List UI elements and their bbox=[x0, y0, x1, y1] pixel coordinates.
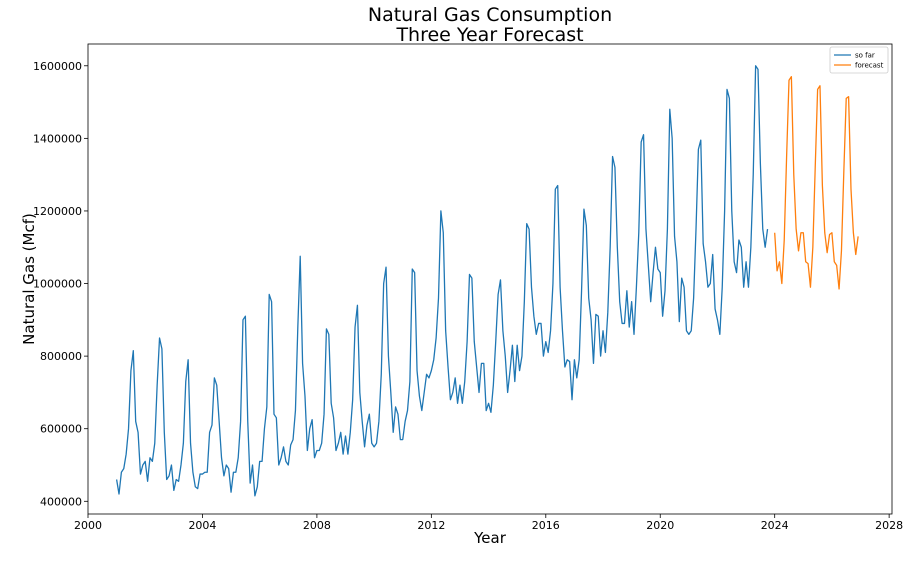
legend: so far forecast bbox=[829, 46, 889, 74]
series-line-so-far bbox=[115, 65, 769, 497]
y-axis: 400000 600000 800000 1000000 1200000 1400000 1… bbox=[33, 60, 88, 508]
series-layer bbox=[115, 65, 859, 497]
x-axis: 2000 2004 2008 2012 2016 2020 2024 2028 bbox=[74, 514, 903, 532]
series-line-forecast bbox=[774, 76, 859, 290]
y-tick-label-1000000: 1000000 bbox=[33, 278, 82, 291]
chart-subtitle: Three Year Forecast bbox=[395, 24, 583, 46]
y-tick-label-1400000: 1400000 bbox=[33, 132, 82, 145]
y-tick-label-400000: 400000 bbox=[40, 495, 82, 508]
x-tick-label-2012: 2012 bbox=[417, 519, 445, 532]
y-tick-label-600000: 600000 bbox=[40, 423, 82, 436]
legend-box bbox=[829, 46, 889, 74]
x-tick-label-2020: 2020 bbox=[646, 519, 674, 532]
x-tick-label-2000: 2000 bbox=[74, 519, 102, 532]
y-tick-label-1600000: 1600000 bbox=[33, 60, 82, 73]
y-axis-label: Natural Gas (Mcf) bbox=[20, 213, 38, 345]
plot-frame bbox=[87, 43, 893, 515]
x-tick-label-2004: 2004 bbox=[188, 519, 216, 532]
x-tick-label-2008: 2008 bbox=[303, 519, 331, 532]
plot-area bbox=[88, 44, 892, 514]
legend-label-so-far: so far bbox=[855, 52, 875, 60]
x-tick-label-2016: 2016 bbox=[532, 519, 560, 532]
x-axis-label: Year bbox=[473, 529, 507, 547]
chart-title: Natural Gas Consumption bbox=[368, 4, 612, 26]
y-tick-label-1200000: 1200000 bbox=[33, 205, 82, 218]
x-tick-label-2028: 2028 bbox=[875, 519, 903, 532]
legend-label-forecast: forecast bbox=[855, 62, 884, 70]
y-tick-label-800000: 800000 bbox=[40, 350, 82, 363]
x-tick-label-2024: 2024 bbox=[761, 519, 789, 532]
